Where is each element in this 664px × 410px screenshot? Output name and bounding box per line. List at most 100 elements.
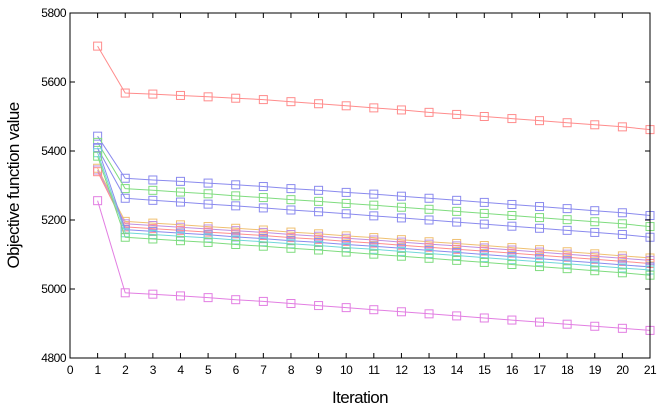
data-point-marker bbox=[590, 321, 600, 331]
data-point-marker bbox=[148, 289, 158, 299]
y-tick-label: 5600 bbox=[41, 75, 67, 89]
data-point-marker bbox=[258, 296, 268, 306]
x-tick-label: 1 bbox=[95, 363, 102, 377]
x-tick-label: 13 bbox=[423, 363, 436, 377]
x-tick-label: 12 bbox=[395, 363, 408, 377]
x-tick-label: 7 bbox=[260, 363, 267, 377]
x-tick-label: 20 bbox=[616, 363, 629, 377]
x-axis: 0 1 2 3 4 5 6 7 8 9 10 11 12 13 14 15 16 17 18 19 20 21 bbox=[67, 13, 657, 377]
data-point-marker bbox=[148, 89, 158, 99]
data-point-marker bbox=[369, 189, 379, 199]
x-axis-title: Iteration bbox=[332, 388, 388, 407]
data-point-marker bbox=[258, 182, 268, 192]
data-point-marker bbox=[120, 173, 130, 183]
x-tick-label: 16 bbox=[506, 363, 519, 377]
data-point-marker bbox=[286, 184, 296, 194]
x-tick-label: 18 bbox=[561, 363, 574, 377]
series-layer bbox=[93, 41, 655, 335]
data-point-marker bbox=[314, 301, 324, 311]
data-point-marker bbox=[286, 243, 296, 253]
data-point-marker bbox=[120, 232, 130, 242]
series-line bbox=[97, 169, 651, 261]
data-point-marker bbox=[452, 195, 462, 205]
data-point-marker bbox=[562, 319, 572, 329]
series-7 bbox=[93, 167, 655, 268]
data-point-marker bbox=[562, 259, 572, 269]
data-point-marker bbox=[175, 236, 185, 246]
data-point-marker bbox=[479, 219, 489, 229]
series-line bbox=[97, 167, 651, 259]
data-point-marker bbox=[258, 193, 268, 203]
data-point-marker bbox=[562, 264, 572, 274]
data-point-marker bbox=[452, 255, 462, 265]
data-point-marker bbox=[203, 92, 213, 102]
data-point-marker bbox=[314, 99, 324, 109]
data-point-marker bbox=[175, 197, 185, 207]
data-point-marker bbox=[396, 307, 406, 317]
data-point-marker bbox=[93, 137, 103, 147]
series-line bbox=[97, 152, 651, 271]
data-point-marker bbox=[93, 143, 103, 153]
series-line bbox=[97, 45, 651, 131]
data-point-marker bbox=[452, 251, 462, 261]
data-point-marker bbox=[452, 109, 462, 119]
data-point-marker bbox=[617, 268, 627, 278]
series-1 bbox=[93, 41, 655, 135]
x-tick-label: 3 bbox=[150, 363, 157, 377]
data-point-marker bbox=[452, 206, 462, 216]
data-point-marker bbox=[396, 202, 406, 212]
data-point-marker bbox=[396, 191, 406, 201]
y-tick-label: 5400 bbox=[41, 144, 67, 158]
data-point-marker bbox=[258, 241, 268, 251]
series-4 bbox=[93, 143, 655, 242]
data-point-marker bbox=[93, 196, 103, 206]
data-point-marker bbox=[590, 266, 600, 276]
data-point-marker bbox=[120, 288, 130, 298]
data-point-marker bbox=[314, 196, 324, 206]
data-point-marker bbox=[175, 291, 185, 301]
data-point-marker bbox=[203, 293, 213, 303]
series-line bbox=[97, 200, 651, 331]
data-point-marker bbox=[396, 213, 406, 223]
y-tick-label: 4800 bbox=[41, 351, 67, 365]
y-axis: 4800 5000 5200 5400 5600 5800 bbox=[41, 6, 650, 365]
data-point-marker bbox=[479, 253, 489, 263]
data-point-marker bbox=[369, 103, 379, 113]
plot-area-frame bbox=[69, 12, 651, 359]
data-point-marker bbox=[93, 151, 103, 161]
y-tick-label: 5000 bbox=[41, 282, 67, 296]
data-point-marker bbox=[369, 249, 379, 259]
x-tick-label: 6 bbox=[233, 363, 240, 377]
data-point-marker bbox=[258, 95, 268, 105]
data-point-marker bbox=[341, 209, 351, 219]
data-point-marker bbox=[93, 41, 103, 51]
data-point-marker bbox=[369, 305, 379, 315]
data-point-marker bbox=[424, 193, 434, 203]
data-point-marker bbox=[507, 260, 517, 270]
data-point-marker bbox=[203, 199, 213, 209]
data-point-marker bbox=[120, 88, 130, 98]
series-line bbox=[97, 135, 651, 216]
data-point-marker bbox=[120, 193, 130, 203]
data-point-marker bbox=[314, 245, 324, 255]
data-point-marker bbox=[231, 201, 241, 211]
data-point-marker bbox=[231, 239, 241, 249]
data-point-marker bbox=[617, 263, 627, 273]
x-tick-label: 4 bbox=[177, 363, 184, 377]
data-point-marker bbox=[562, 204, 572, 214]
data-point-marker bbox=[535, 262, 545, 272]
data-point-marker bbox=[341, 247, 351, 257]
series-line bbox=[97, 171, 651, 264]
data-point-marker bbox=[479, 257, 489, 267]
x-tick-label: 9 bbox=[315, 363, 322, 377]
x-tick-label: 19 bbox=[589, 363, 602, 377]
data-point-marker bbox=[341, 198, 351, 208]
data-point-marker bbox=[314, 185, 324, 195]
series-line bbox=[97, 147, 651, 238]
series-line bbox=[97, 156, 651, 276]
data-point-marker bbox=[203, 178, 213, 188]
data-point-marker bbox=[258, 203, 268, 213]
data-point-marker bbox=[231, 191, 241, 201]
data-point-marker bbox=[203, 237, 213, 247]
